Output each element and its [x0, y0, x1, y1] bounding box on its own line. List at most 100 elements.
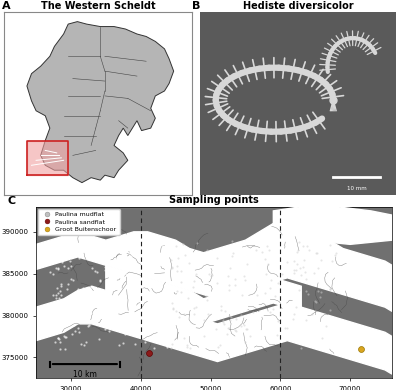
Point [265, 261, 272, 268]
Point [63, 295, 69, 301]
Point [116, 342, 122, 348]
Point [150, 345, 157, 351]
Point [62, 346, 68, 352]
Point [294, 261, 300, 267]
Point [133, 262, 140, 269]
Point [283, 324, 290, 331]
Legend: Paulina mudflat, Paulina sandflat, Groot Buitenschoor: Paulina mudflat, Paulina sandflat, Groot… [38, 209, 120, 235]
Point [193, 303, 199, 310]
Point [71, 321, 77, 328]
Point [106, 239, 113, 246]
Point [126, 250, 132, 256]
Point [204, 297, 210, 303]
Point [89, 247, 96, 254]
Point [217, 307, 224, 314]
Point [186, 260, 192, 266]
Point [208, 273, 214, 279]
Point [134, 319, 141, 325]
Point [138, 285, 145, 291]
Point [56, 335, 62, 342]
Point [138, 321, 144, 328]
Point [87, 302, 94, 308]
Point [126, 249, 133, 255]
Point [52, 291, 59, 298]
Polygon shape [36, 286, 392, 374]
Point [191, 311, 197, 317]
Point [272, 293, 278, 300]
Point [146, 313, 152, 319]
Title: Study area:
The Western Scheldt: Study area: The Western Scheldt [41, 0, 155, 11]
Point [132, 330, 138, 336]
Point [184, 295, 191, 301]
Point [168, 344, 174, 351]
Point [311, 270, 317, 276]
Point [214, 255, 220, 261]
Point [316, 294, 323, 300]
Point [194, 239, 200, 246]
Text: 10 km: 10 km [73, 370, 97, 379]
Point [190, 278, 197, 285]
Point [317, 289, 324, 295]
Point [156, 314, 162, 320]
Point [78, 312, 84, 318]
Point [225, 325, 231, 331]
Point [327, 286, 334, 292]
Point [178, 289, 184, 295]
Point [68, 293, 75, 300]
Point [78, 341, 84, 347]
Point [204, 246, 210, 253]
Point [181, 311, 188, 317]
Point [312, 298, 318, 304]
Point [89, 301, 96, 308]
Point [176, 314, 182, 321]
Point [226, 282, 232, 288]
Point [291, 270, 298, 277]
Point [114, 239, 120, 245]
Point [114, 257, 120, 264]
Point [67, 257, 73, 264]
Point [65, 281, 71, 287]
Point [57, 339, 64, 346]
Point [303, 316, 310, 323]
Point [184, 344, 190, 350]
Point [158, 242, 165, 248]
Point [101, 252, 107, 259]
Point [61, 332, 67, 339]
Point [104, 316, 110, 322]
Point [108, 301, 115, 307]
Point [71, 249, 77, 255]
Point [142, 339, 148, 346]
Point [357, 346, 364, 352]
Point [274, 280, 281, 286]
Point [168, 263, 175, 269]
Point [54, 252, 60, 258]
Point [327, 285, 333, 292]
Point [273, 332, 280, 339]
Point [193, 271, 199, 277]
Point [293, 267, 299, 273]
Point [220, 317, 227, 323]
Point [318, 257, 324, 263]
Point [69, 332, 75, 338]
Point [165, 337, 171, 343]
Point [164, 313, 170, 319]
Point [97, 278, 103, 285]
Point [134, 317, 140, 323]
Point [147, 287, 154, 293]
Point [228, 314, 234, 320]
Point [140, 330, 146, 336]
Point [55, 335, 61, 342]
Point [76, 290, 82, 296]
Point [54, 265, 61, 271]
Point [76, 250, 82, 257]
Point [241, 273, 247, 279]
Title: Sampling points: Sampling points [169, 195, 259, 204]
Point [164, 282, 171, 288]
Point [200, 333, 207, 339]
Point [244, 326, 250, 332]
Point [52, 247, 58, 254]
Point [184, 342, 190, 349]
Point [202, 293, 209, 299]
Point [152, 282, 158, 289]
Point [136, 320, 142, 326]
